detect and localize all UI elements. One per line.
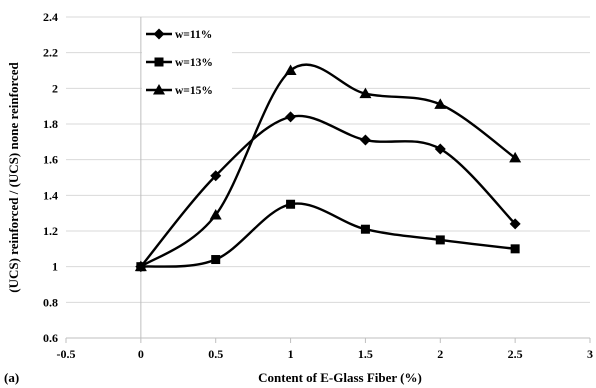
y-axis-title: (UCS) reinforced / (UCS) none reinforced xyxy=(6,61,21,292)
x-tick-label: -0.5 xyxy=(57,347,76,361)
y-tick-label: 2.4 xyxy=(43,10,58,24)
data-point xyxy=(434,98,447,109)
x-tick-label: 0.5 xyxy=(208,347,223,361)
legend-label: w=11% xyxy=(175,29,212,41)
series-line xyxy=(139,114,516,268)
data-point xyxy=(211,255,221,265)
data-point xyxy=(359,134,371,146)
data-point xyxy=(509,218,521,230)
data-point xyxy=(434,143,446,155)
data-point xyxy=(360,224,370,234)
y-tick-label: 1 xyxy=(52,260,58,274)
data-point xyxy=(286,199,296,209)
y-tick-labels: 0.6 0.8 1 1.2 1.4 1.6 1.8 2 2.2 2.4 xyxy=(43,10,58,345)
x-axis-title: Content of E-Glass Fiber (%) xyxy=(258,370,422,385)
x-tick-label: 3 xyxy=(587,347,593,361)
data-point xyxy=(209,208,222,220)
legend: w=11% w=13% w=15% xyxy=(142,22,232,114)
x-tick-labels: -0.5 0 0.5 1 1.5 2 2.5 3 xyxy=(57,347,594,361)
x-tick-label: 1.5 xyxy=(358,347,373,361)
y-tick-label: 0.8 xyxy=(43,295,58,309)
y-tick-label: 1.2 xyxy=(43,224,58,238)
data-point xyxy=(509,151,522,163)
legend-marker xyxy=(153,84,165,95)
series-diamond xyxy=(135,111,521,273)
axes xyxy=(65,17,591,343)
data-point xyxy=(210,170,222,182)
y-tick-label: 1.8 xyxy=(43,117,58,131)
y-tick-label: 2 xyxy=(52,81,58,95)
legend-label: w=13% xyxy=(175,57,213,69)
data-point xyxy=(284,64,297,75)
y-tick-label: 2.2 xyxy=(43,46,58,60)
x-tick-label: 2.5 xyxy=(508,347,523,361)
data-point xyxy=(285,111,297,123)
series-group xyxy=(134,63,522,273)
y-tick-label: 1.4 xyxy=(43,188,58,202)
series-triangle xyxy=(134,63,522,272)
x-tick-label: 1 xyxy=(288,347,294,361)
legend-label: w=15% xyxy=(175,85,213,97)
y-tick-label: 0.6 xyxy=(43,331,58,345)
data-point xyxy=(510,244,520,254)
panel-label: (a) xyxy=(4,370,19,385)
data-point xyxy=(435,235,445,245)
y-tick-label: 1.6 xyxy=(43,153,58,167)
data-point xyxy=(134,260,147,272)
legend-marker xyxy=(154,57,164,67)
x-tick-label: 0 xyxy=(138,347,144,361)
data-point xyxy=(359,87,372,99)
legend-marker xyxy=(153,28,165,40)
x-tick-label: 2 xyxy=(437,347,443,361)
